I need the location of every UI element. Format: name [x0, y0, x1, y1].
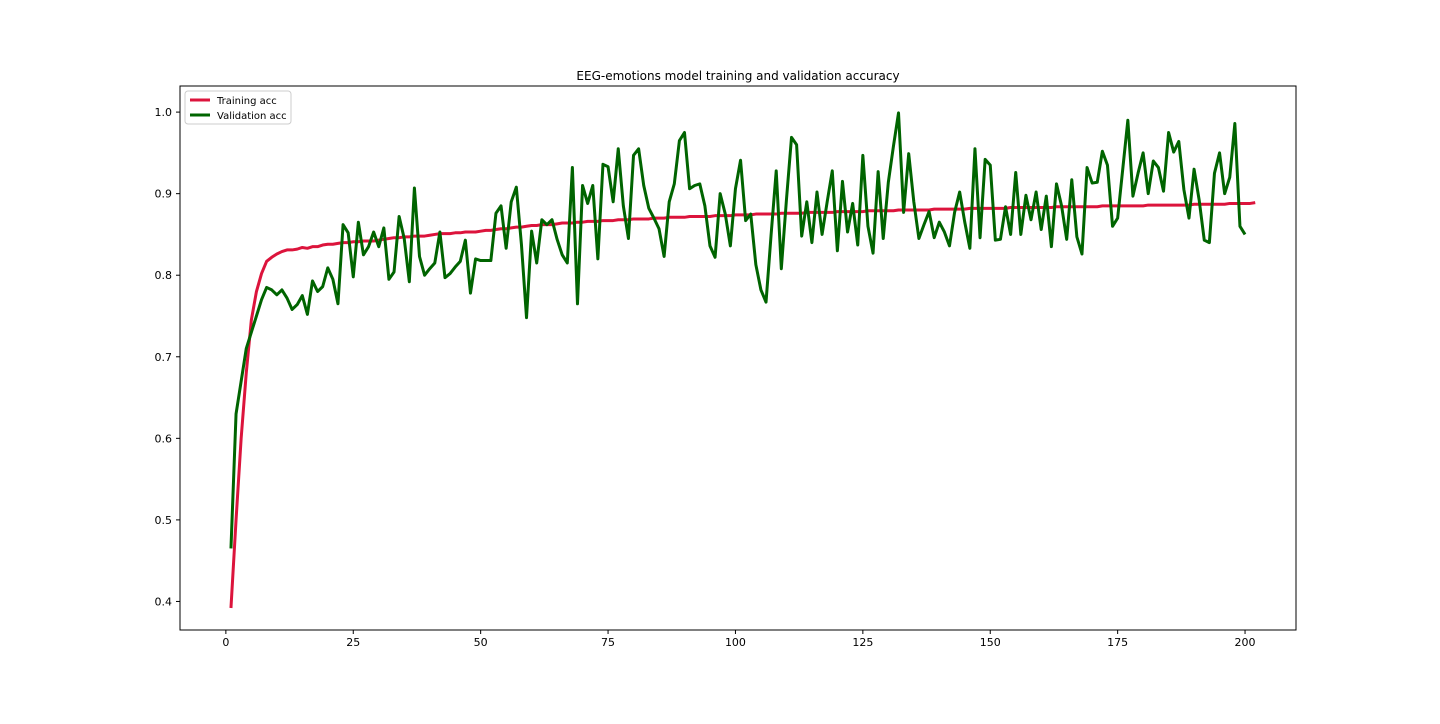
- legend-label: Validation acc: [217, 111, 287, 122]
- series-line-training-acc: [229, 201, 1256, 609]
- y-tick-label: 0.9: [155, 188, 173, 201]
- x-tick-label: 150: [980, 636, 1001, 649]
- x-tick-label: 0: [222, 636, 229, 649]
- y-tick-label: 0.5: [155, 514, 173, 527]
- legend-label: Training acc: [216, 96, 277, 107]
- x-tick-label: 50: [474, 636, 488, 649]
- legend-box: [184, 90, 292, 125]
- x-tick-label: 125: [852, 636, 873, 649]
- x-tick-label: 100: [725, 636, 746, 649]
- legend: Training acc Validation acc: [184, 90, 292, 125]
- y-axis: 0.4 0.5 0.6 0.7 0.8 0.9 1.0: [155, 106, 180, 608]
- x-tick-label: 175: [1107, 636, 1128, 649]
- x-axis: 0 25 50 75 100 125 150 175 200: [222, 630, 1256, 649]
- y-tick-label: 0.7: [155, 351, 173, 364]
- x-tick-label: 25: [346, 636, 360, 649]
- y-tick-label: 0.4: [155, 595, 173, 608]
- plot-frame: [179, 85, 1297, 631]
- x-tick-label: 75: [601, 636, 615, 649]
- series-line-validation-acc: [229, 111, 1247, 549]
- chart-title: EEG-emotions model training and validati…: [576, 69, 899, 83]
- x-tick-label: 200: [1235, 636, 1256, 649]
- y-tick-label: 0.8: [155, 269, 173, 282]
- y-tick-label: 1.0: [155, 106, 173, 119]
- series-layer: [229, 111, 1256, 609]
- y-tick-label: 0.6: [155, 432, 173, 445]
